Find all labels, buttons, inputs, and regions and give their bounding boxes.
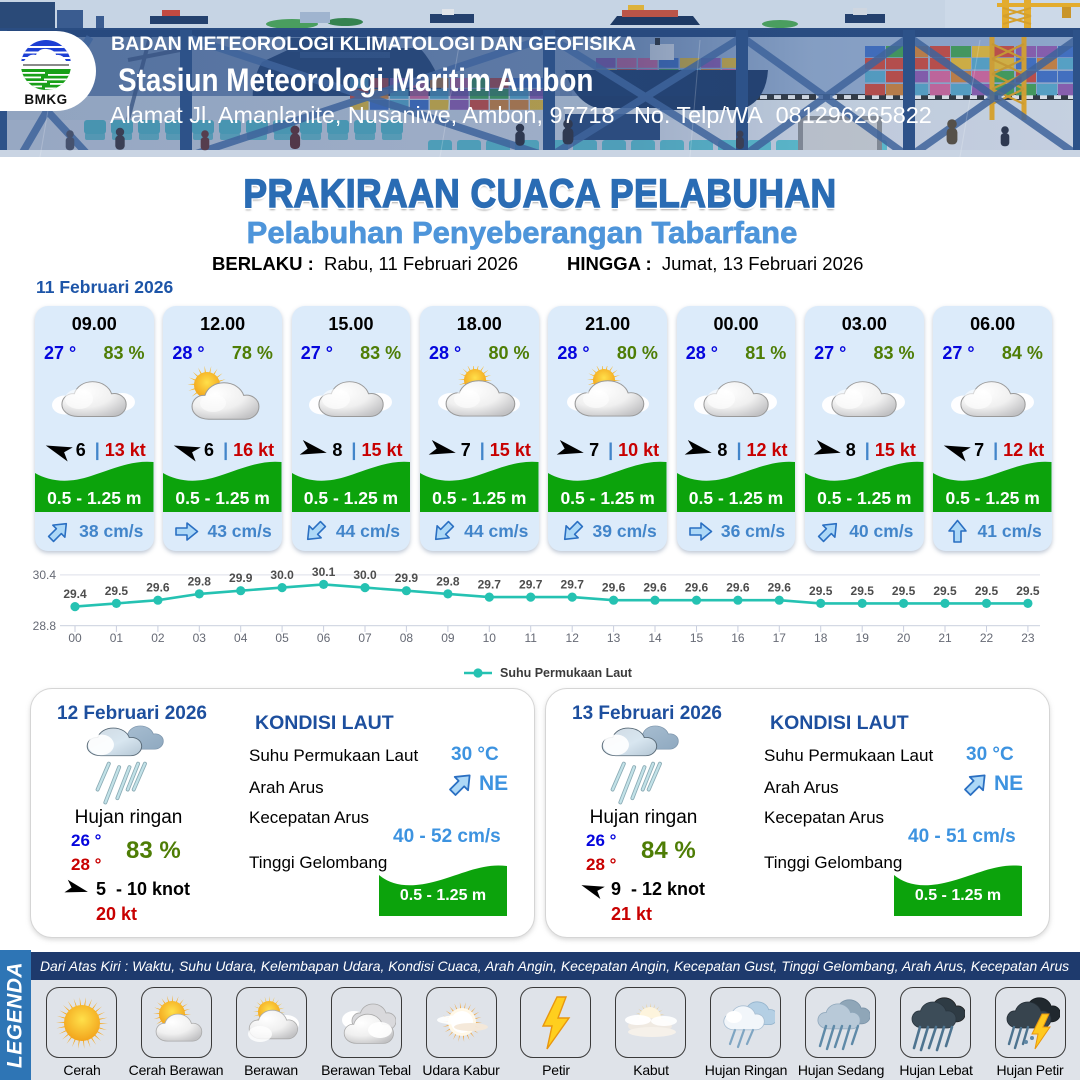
svg-text:01: 01 <box>110 631 124 645</box>
svg-text:00: 00 <box>68 631 82 645</box>
svg-text:05: 05 <box>275 631 289 645</box>
svg-text:28.8: 28.8 <box>33 619 57 633</box>
svg-text:30.1: 30.1 <box>312 565 336 579</box>
svg-text:29.8: 29.8 <box>436 574 460 588</box>
svg-text:BMKG: BMKG <box>24 92 67 107</box>
svg-text:22: 22 <box>980 631 994 645</box>
svg-text:08: 08 <box>400 631 414 645</box>
svg-text:29.6: 29.6 <box>146 581 170 595</box>
svg-text:29.4: 29.4 <box>63 587 87 601</box>
svg-text:29.8: 29.8 <box>188 574 212 588</box>
svg-text:20: 20 <box>897 631 911 645</box>
svg-text:29.6: 29.6 <box>726 581 750 595</box>
svg-text:02: 02 <box>151 631 165 645</box>
svg-text:03: 03 <box>193 631 207 645</box>
svg-text:17: 17 <box>773 631 787 645</box>
svg-text:Suhu Permukaan Laut: Suhu Permukaan Laut <box>500 666 633 680</box>
svg-text:29.6: 29.6 <box>685 581 709 595</box>
svg-text:29.5: 29.5 <box>105 584 129 598</box>
svg-text:04: 04 <box>234 631 248 645</box>
svg-text:29.5: 29.5 <box>851 584 875 598</box>
svg-text:30.0: 30.0 <box>353 568 377 582</box>
svg-text:10: 10 <box>483 631 497 645</box>
svg-text:30.4: 30.4 <box>33 568 57 582</box>
svg-text:30.0: 30.0 <box>270 568 294 582</box>
svg-text:29.5: 29.5 <box>892 584 916 598</box>
svg-text:12: 12 <box>566 631 580 645</box>
svg-text:23: 23 <box>1021 631 1035 645</box>
svg-text:29.9: 29.9 <box>229 571 253 585</box>
svg-text:09: 09 <box>441 631 455 645</box>
svg-text:29.5: 29.5 <box>1016 584 1040 598</box>
svg-text:19: 19 <box>856 631 870 645</box>
svg-text:15: 15 <box>690 631 704 645</box>
svg-text:29.7: 29.7 <box>519 578 543 592</box>
svg-text:11: 11 <box>524 631 537 645</box>
svg-text:29.9: 29.9 <box>395 571 419 585</box>
svg-text:29.5: 29.5 <box>975 584 999 598</box>
svg-text:29.6: 29.6 <box>602 581 626 595</box>
svg-text:29.5: 29.5 <box>809 584 833 598</box>
svg-text:21: 21 <box>938 631 952 645</box>
svg-text:14: 14 <box>648 631 662 645</box>
svg-text:29.6: 29.6 <box>643 581 667 595</box>
svg-text:18: 18 <box>814 631 828 645</box>
svg-text:29.6: 29.6 <box>768 581 792 595</box>
svg-text:29.7: 29.7 <box>478 578 502 592</box>
svg-text:13: 13 <box>607 631 621 645</box>
svg-text:06: 06 <box>317 631 331 645</box>
svg-text:16: 16 <box>731 631 745 645</box>
svg-text:29.5: 29.5 <box>933 584 957 598</box>
svg-text:07: 07 <box>358 631 372 645</box>
svg-text:29.7: 29.7 <box>561 578 585 592</box>
